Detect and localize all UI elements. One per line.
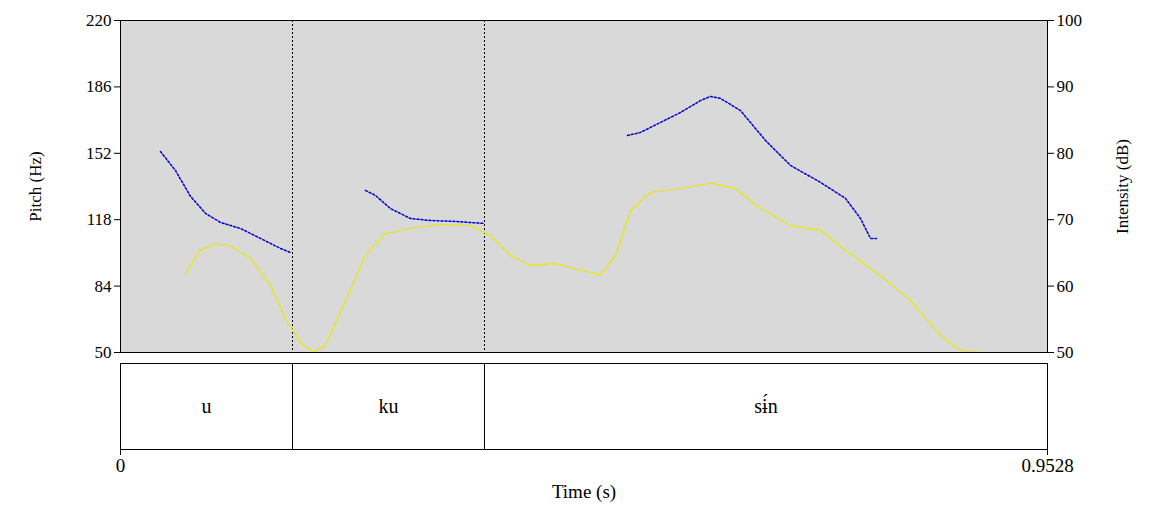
svg-text:100: 100 bbox=[1057, 11, 1083, 30]
svg-text:Time (s): Time (s) bbox=[552, 481, 616, 503]
svg-text:80: 80 bbox=[1057, 144, 1074, 163]
svg-text:0.9528: 0.9528 bbox=[1021, 455, 1073, 476]
svg-text:118: 118 bbox=[87, 210, 112, 229]
svg-text:220: 220 bbox=[86, 11, 112, 30]
svg-text:152: 152 bbox=[86, 144, 112, 163]
svg-text:ku: ku bbox=[378, 395, 398, 417]
svg-text:Pitch (Hz): Pitch (Hz) bbox=[26, 151, 45, 221]
svg-text:186: 186 bbox=[86, 77, 112, 96]
svg-text:u: u bbox=[202, 395, 212, 417]
svg-text:50: 50 bbox=[1057, 343, 1074, 362]
svg-text:60: 60 bbox=[1057, 277, 1074, 296]
svg-text:70: 70 bbox=[1057, 210, 1074, 229]
svg-text:50: 50 bbox=[95, 343, 112, 362]
svg-text:90: 90 bbox=[1057, 77, 1074, 96]
svg-text:84: 84 bbox=[95, 277, 113, 296]
svg-text:0: 0 bbox=[116, 455, 126, 476]
svg-text:sɨ́n: sɨ́n bbox=[754, 394, 777, 417]
svg-text:Intensity (dB): Intensity (dB) bbox=[1113, 139, 1132, 234]
